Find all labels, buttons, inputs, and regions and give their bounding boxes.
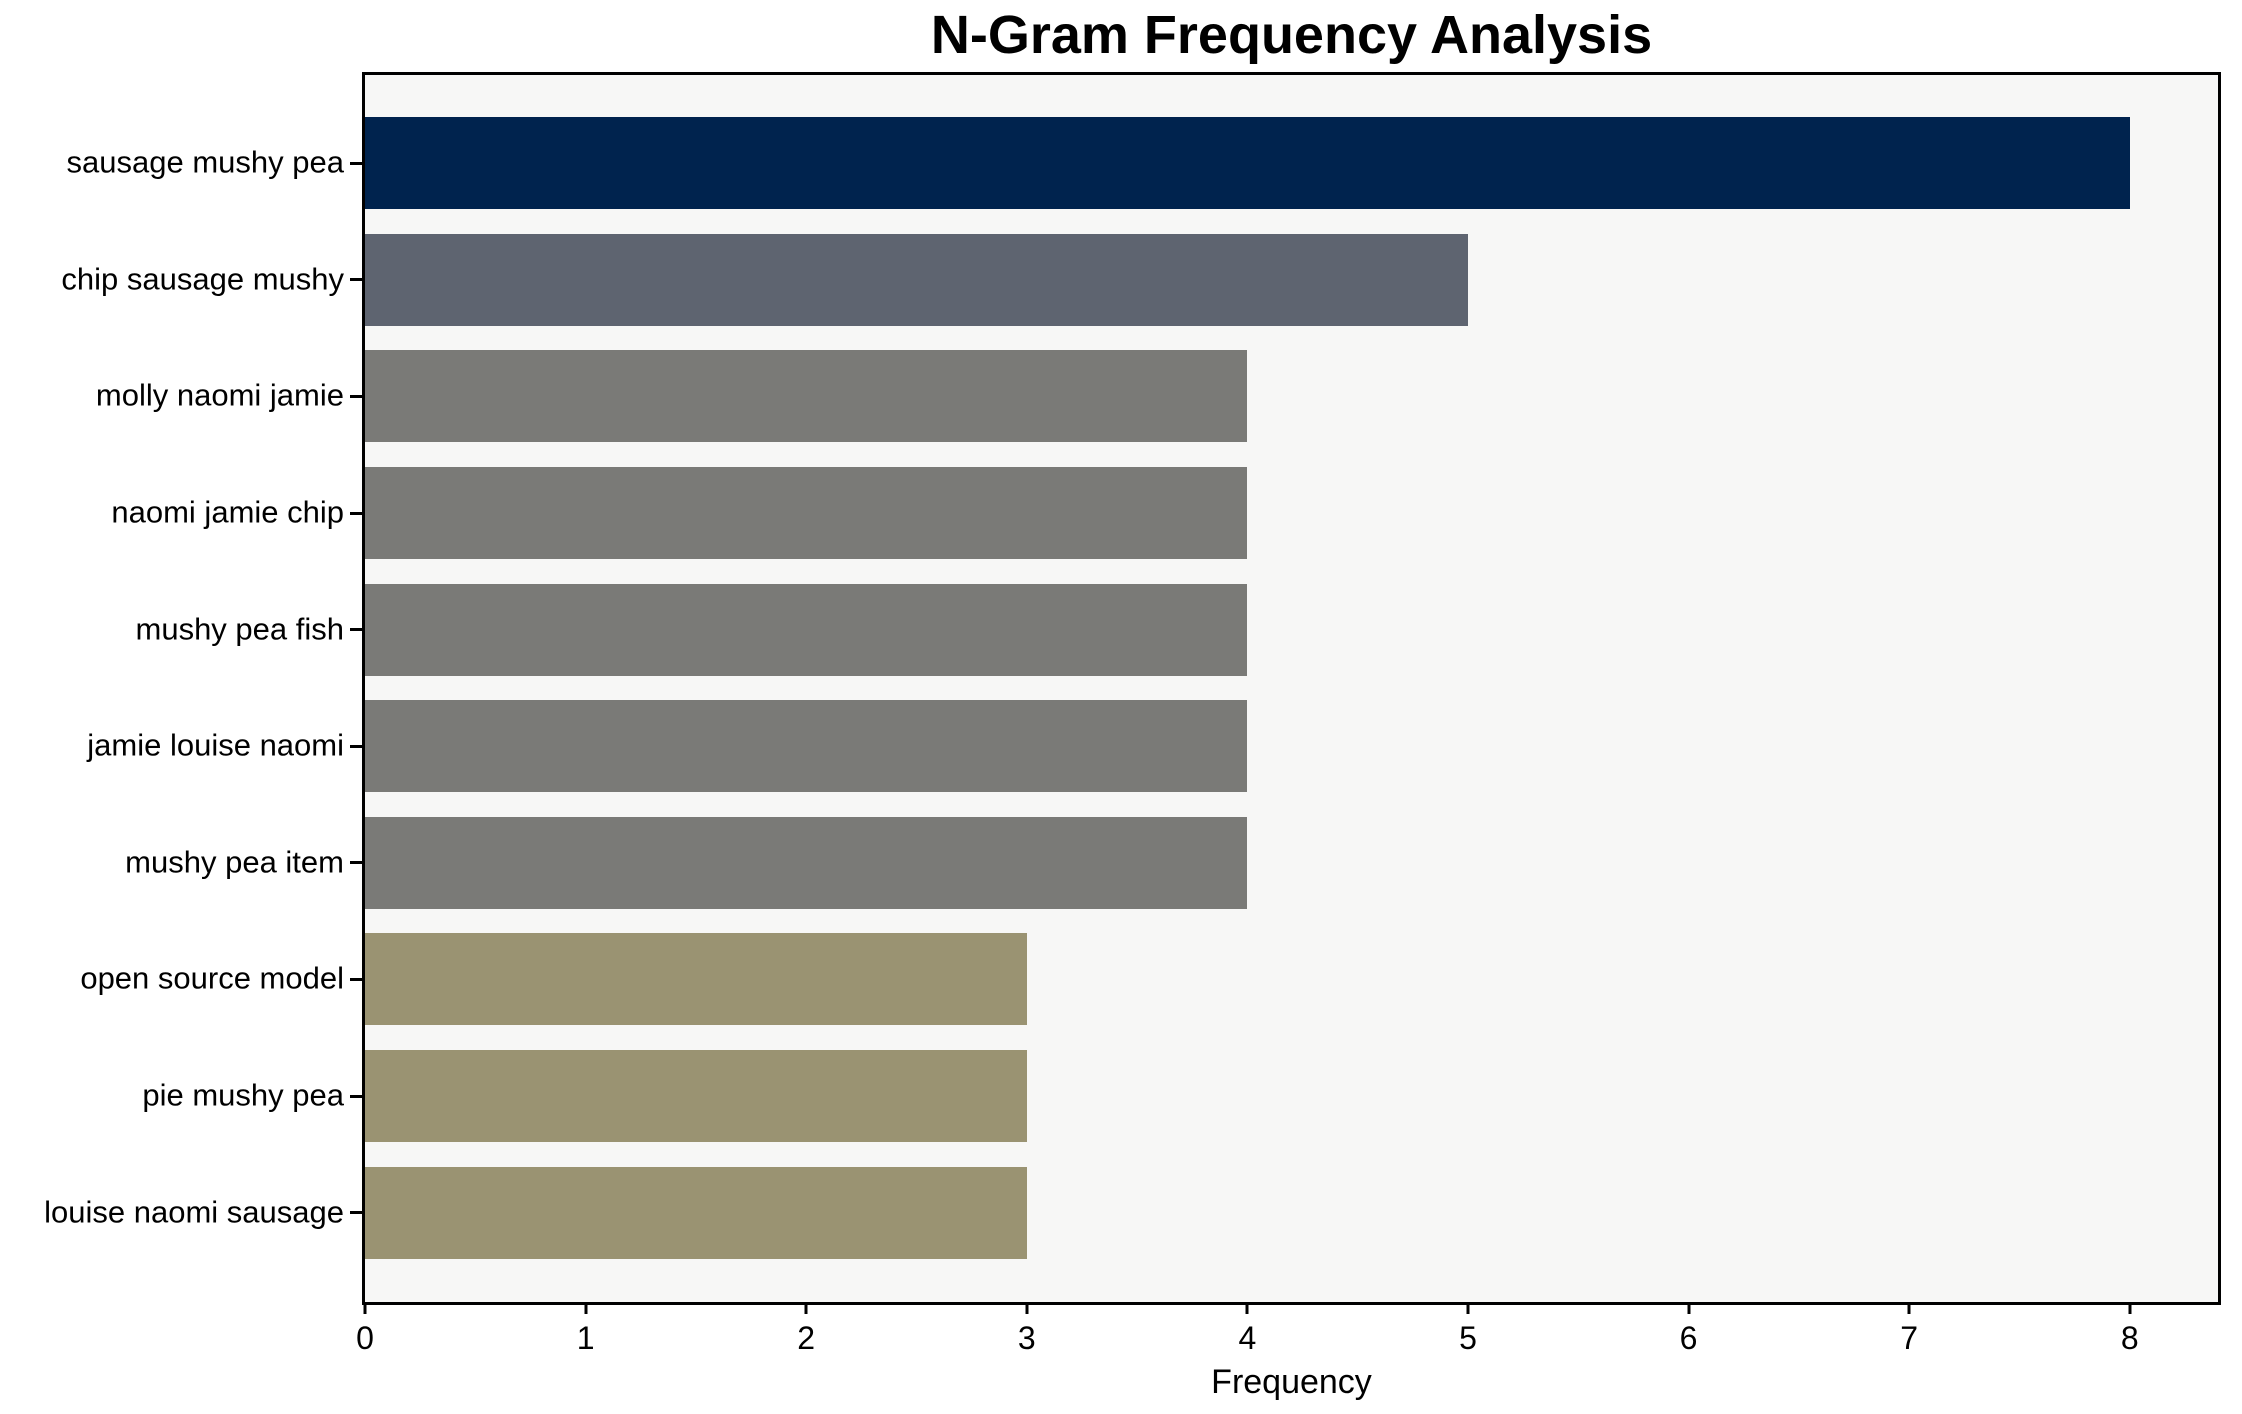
y-tick-mark <box>350 278 362 282</box>
bar <box>365 117 2130 210</box>
x-tick-label: 2 <box>797 1320 816 1356</box>
x-tick-mark <box>804 1302 808 1314</box>
bar <box>365 1166 1027 1259</box>
bar <box>365 467 1248 560</box>
bar-row: pie mushy pea <box>142 1038 2218 1155</box>
bar <box>365 233 1468 326</box>
chart-title: N-Gram Frequency Analysis <box>930 5 1653 65</box>
bar <box>365 583 1248 676</box>
x-tick-mark <box>1907 1302 1911 1314</box>
y-tick-label: sausage mushy pea <box>66 144 344 180</box>
x-tick-label: 8 <box>2120 1320 2139 1356</box>
bar <box>365 700 1248 793</box>
y-tick-label: pie mushy pea <box>142 1077 344 1113</box>
y-tick-mark <box>350 744 362 748</box>
x-tick-mark <box>1025 1302 1029 1314</box>
bar-row: jamie louise naomi <box>87 688 2218 805</box>
bar-row: mushy pea fish <box>136 571 2218 688</box>
bar <box>365 1050 1027 1143</box>
x-axis-label: Frequency <box>1211 1363 1372 1401</box>
x-tick-mark <box>2128 1302 2132 1314</box>
y-tick-label: molly naomi jamie <box>95 377 344 413</box>
y-tick-label: chip sausage mushy <box>61 261 344 297</box>
bar-row: louise naomi sausage <box>44 1154 2218 1271</box>
x-tick-label: 5 <box>1459 1320 1477 1356</box>
x-tick-label: 6 <box>1679 1320 1698 1356</box>
x-tick-label: 4 <box>1238 1320 1257 1356</box>
y-tick-mark <box>350 977 362 981</box>
y-tick-label: mushy pea item <box>125 844 344 880</box>
y-tick-mark <box>350 394 362 398</box>
bar <box>365 350 1248 443</box>
bar <box>365 933 1027 1026</box>
plot-area: sausage mushy pea chip sausage mushy molly… <box>44 72 2221 1356</box>
bar-row: sausage mushy pea <box>67 105 2218 222</box>
y-tick-label: louise naomi sausage <box>44 1193 344 1229</box>
x-tick-mark <box>363 1302 367 1314</box>
x-tick-mark <box>1466 1302 1470 1314</box>
y-tick-mark <box>350 161 362 165</box>
x-tick-label: 7 <box>1900 1320 1919 1356</box>
x-tick-mark <box>584 1302 588 1314</box>
x-tick-label: 0 <box>356 1320 374 1356</box>
x-tick-mark <box>1245 1302 1249 1314</box>
x-tick-label: 1 <box>576 1320 595 1356</box>
bar-row: chip sausage mushy <box>61 222 2218 339</box>
bar-row: mushy pea item <box>125 805 2218 922</box>
bar-row: molly naomi jamie <box>96 338 2218 455</box>
y-tick-mark <box>350 1211 362 1215</box>
y-tick-label: mushy pea fish <box>135 610 345 646</box>
y-tick-label: naomi jamie chip <box>111 494 344 530</box>
bar-rows-container: sausage mushy pea chip sausage mushy molly… <box>44 75 2218 1302</box>
x-tick-mark <box>1687 1302 1691 1314</box>
y-tick-mark <box>350 1094 362 1098</box>
y-tick-label: jamie louise naomi <box>87 727 344 763</box>
y-tick-label: open source model <box>80 960 344 996</box>
bar-row: naomi jamie chip <box>111 455 2218 572</box>
x-tick-label: 3 <box>1017 1320 1036 1356</box>
y-tick-mark <box>350 628 362 632</box>
y-tick-mark <box>350 861 362 865</box>
y-tick-mark <box>350 511 362 515</box>
bar <box>365 816 1248 909</box>
bar-row: open source model <box>80 921 2218 1038</box>
